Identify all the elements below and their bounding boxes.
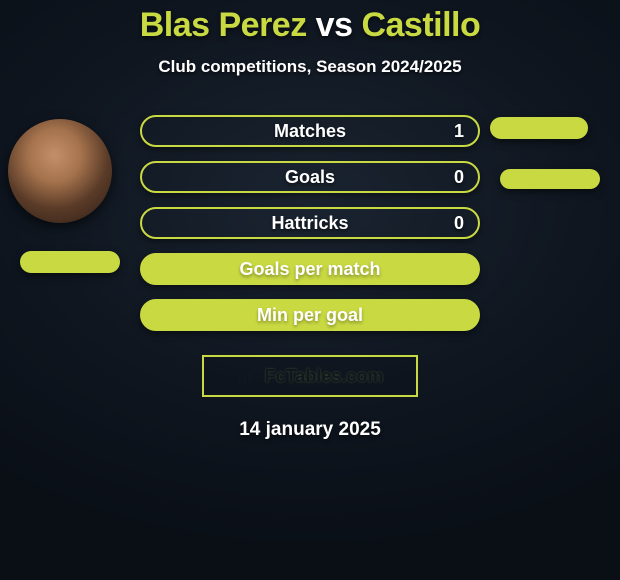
player2-name: Castillo — [361, 6, 480, 44]
date: 14 january 2025 — [0, 419, 620, 441]
stat-label: Goals per match — [239, 259, 380, 280]
stat-row-goals: Goals 0 — [140, 161, 480, 193]
stat-label: Min per goal — [257, 305, 363, 326]
stat-label: Matches — [274, 121, 346, 142]
stat-row-matches: Matches 1 — [140, 115, 480, 147]
stat-value-right: 0 — [454, 213, 464, 234]
player2-badge-pill-2 — [500, 169, 600, 189]
brand-box: FcTables.com — [202, 355, 418, 397]
stat-row-goals-per-match: Goals per match — [140, 253, 480, 285]
stat-value-right: 0 — [454, 167, 464, 188]
stats-area: Matches 1 Goals 0 Hattricks 0 Goals per … — [0, 115, 620, 345]
player1-badge-pill — [20, 251, 120, 273]
player2-badge-pill-1 — [490, 117, 588, 139]
infographic-container: Blas Perez vs Castillo Club competitions… — [0, 0, 620, 580]
brand-text: FcTables.com — [265, 366, 384, 387]
player1-avatar — [8, 119, 112, 223]
stat-rows: Matches 1 Goals 0 Hattricks 0 Goals per … — [140, 115, 480, 345]
chart-icon — [237, 367, 259, 385]
player1-name: Blas Perez — [140, 6, 307, 44]
stat-label: Hattricks — [271, 213, 348, 234]
comparison-title: Blas Perez vs Castillo — [0, 0, 620, 45]
stat-row-min-per-goal: Min per goal — [140, 299, 480, 331]
subtitle: Club competitions, Season 2024/2025 — [0, 57, 620, 77]
vs-label: vs — [316, 6, 353, 44]
stat-row-hattricks: Hattricks 0 — [140, 207, 480, 239]
stat-label: Goals — [285, 167, 335, 188]
stat-value-right: 1 — [454, 121, 464, 142]
